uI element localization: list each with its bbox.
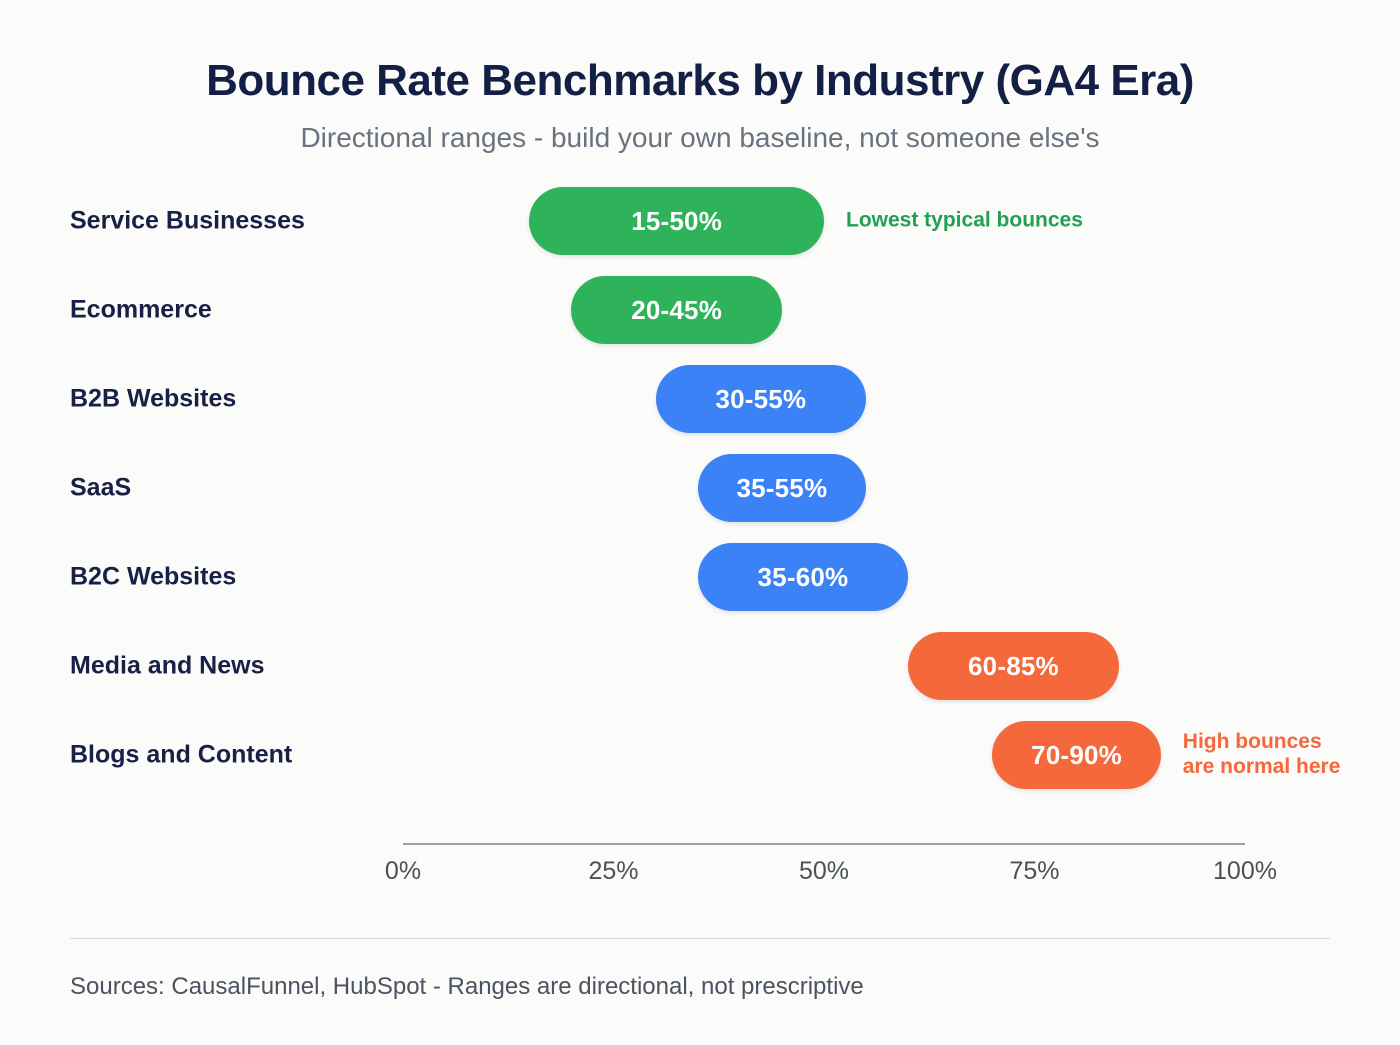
category-label: SaaS bbox=[70, 473, 132, 502]
range-bar[interactable]: 30-55% bbox=[655, 365, 867, 434]
x-tick-label: 0% bbox=[384, 857, 422, 885]
footer-divider bbox=[70, 938, 1330, 939]
x-axis-line bbox=[403, 843, 1245, 845]
range-bar-label: 35-55% bbox=[736, 472, 828, 503]
range-bar-label: 70-90% bbox=[1031, 739, 1122, 770]
range-bar-label: 35-60% bbox=[757, 561, 849, 592]
chart-row: B2C Websites 35-60% bbox=[0, 533, 1400, 622]
range-bar[interactable]: 35-55% bbox=[697, 454, 867, 523]
range-bar[interactable]: 15-50% bbox=[529, 187, 824, 256]
category-label: Media and News bbox=[70, 651, 265, 680]
range-bar-label: 60-85% bbox=[968, 650, 1059, 681]
chart-row: Media and News 60-85% bbox=[0, 622, 1400, 711]
x-tick-label: 50% bbox=[798, 857, 850, 885]
page-title: Bounce Rate Benchmarks by Industry (GA4 … bbox=[206, 56, 1194, 105]
x-tick-label: 75% bbox=[1009, 857, 1060, 885]
chart-row: B2B Websites 30-55% bbox=[0, 355, 1400, 444]
x-tick-label: 100% bbox=[1213, 857, 1277, 885]
category-label: B2B Websites bbox=[70, 384, 237, 413]
range-bar-label: 20-45% bbox=[631, 294, 723, 325]
chart-row: SaaS 35-55% bbox=[0, 444, 1400, 533]
page-subtitle: Directional ranges - build your own base… bbox=[300, 122, 1100, 154]
category-label: Ecommerce bbox=[70, 295, 212, 324]
range-bar-label: 15-50% bbox=[631, 205, 723, 236]
sources-note: Sources: CausalFunnel, HubSpot - Ranges … bbox=[70, 973, 864, 1000]
category-label: Service Businesses bbox=[70, 206, 305, 235]
chart-plot-area: Service Businesses 15-50% Lowest typical b… bbox=[0, 177, 1400, 817]
range-bar[interactable]: 60-85% bbox=[908, 632, 1119, 701]
chart-header: Bounce Rate Benchmarks by Industry (GA4 … bbox=[0, 0, 1400, 155]
chart-row: Blogs and Content 70-90% High bounces are … bbox=[0, 711, 1400, 800]
range-bar-label: 30-55% bbox=[715, 383, 807, 414]
range-bar[interactable]: 70-90% bbox=[992, 721, 1161, 790]
category-label: Blogs and Content bbox=[70, 740, 293, 769]
range-bar[interactable]: 35-60% bbox=[697, 543, 909, 612]
category-label: B2C Websites bbox=[70, 562, 237, 591]
chart-row: Ecommerce 20-45% bbox=[0, 266, 1400, 355]
bar-annotation: Lowest typical bounces bbox=[846, 208, 1083, 232]
x-tick-label: 25% bbox=[588, 857, 639, 885]
range-bar[interactable]: 20-45% bbox=[571, 276, 782, 345]
bar-annotation: High bounces are normal here bbox=[1182, 730, 1341, 779]
chart-row: Service Businesses 15-50% Lowest typical b… bbox=[0, 177, 1400, 266]
